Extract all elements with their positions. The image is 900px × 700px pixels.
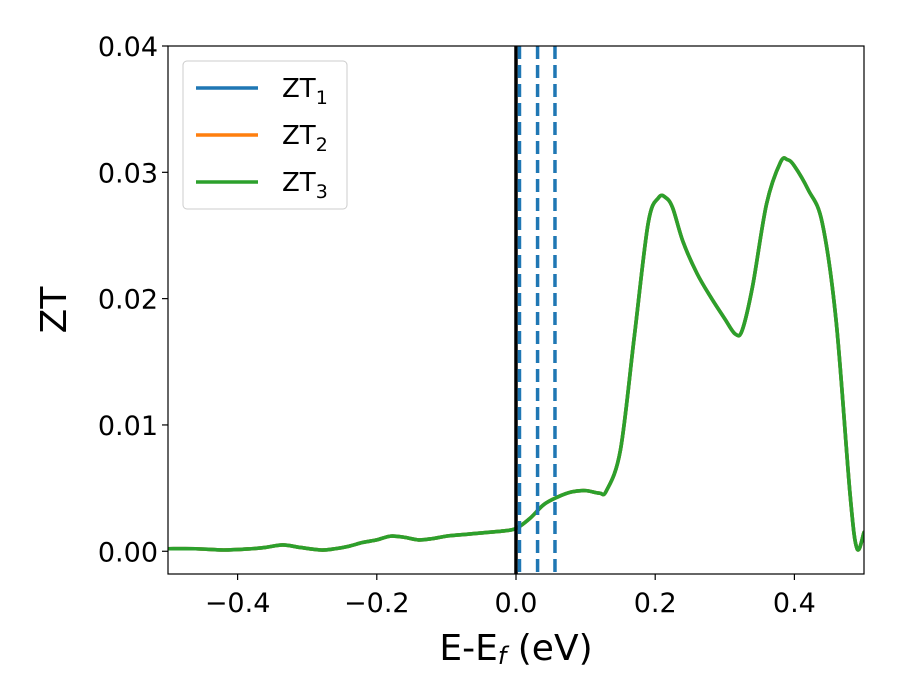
y-tick-label: 0.01 [98, 411, 158, 442]
x-axis-label-unit: (eV) [506, 628, 592, 669]
legend-label-zt2: ZT2 [282, 121, 328, 156]
x-axis-label-main: E-E [439, 628, 497, 669]
legend-box [182, 60, 348, 210]
legend-label-zt3: ZT3 [282, 168, 328, 203]
y-axis: 0.00 0.01 0.02 0.03 0.04 [98, 32, 168, 568]
y-tick-label: 0.00 [98, 537, 158, 568]
legend-label-main: ZT [282, 168, 316, 198]
y-tick-label: 0.02 [98, 285, 158, 316]
legend-label-main: ZT [282, 121, 316, 151]
plot-area [168, 46, 864, 574]
legend-label-zt1: ZT1 [282, 74, 328, 109]
x-tick-label: 0.0 [495, 588, 538, 619]
x-axis-label: E-Ef (eV) [439, 628, 592, 670]
x-tick-label: −0.2 [344, 588, 410, 619]
x-tick-label: 0.2 [634, 588, 677, 619]
x-tick-label: 0.4 [773, 588, 816, 619]
x-tick-label: −0.4 [205, 588, 271, 619]
legend-label-subscript: 1 [316, 87, 328, 109]
legend-label-main: ZT [282, 74, 316, 104]
y-axis-label: ZT [34, 286, 75, 334]
x-axis: −0.4 −0.2 0.0 0.2 0.4 [205, 574, 816, 619]
y-tick-label: 0.03 [98, 158, 158, 189]
series-line-zt3 [168, 156, 864, 552]
legend-label-subscript: 3 [316, 181, 328, 203]
legend-label-subscript: 2 [316, 134, 328, 156]
y-tick-label: 0.04 [98, 32, 158, 63]
